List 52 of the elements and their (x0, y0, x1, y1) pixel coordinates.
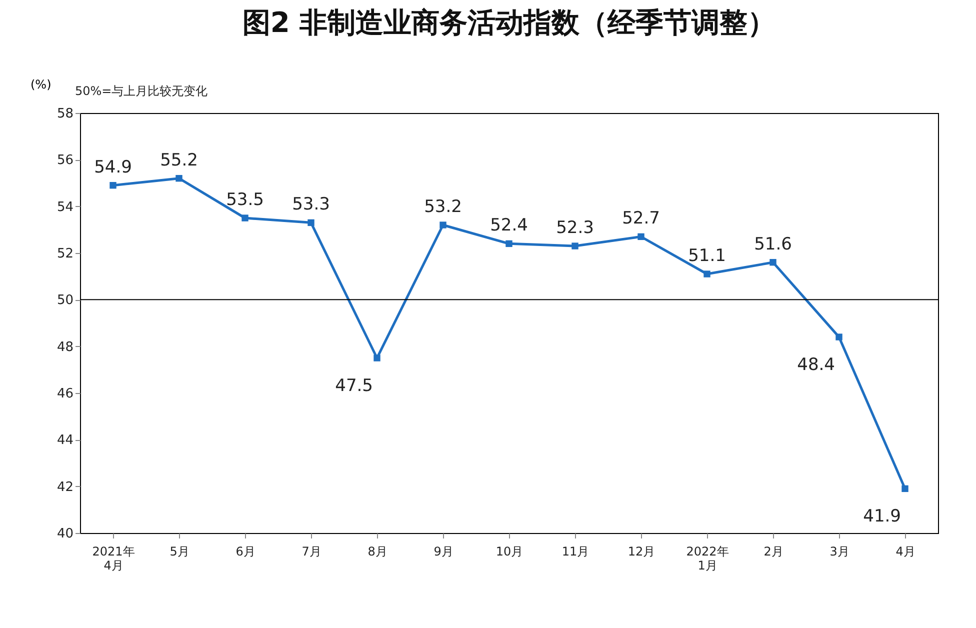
y-axis-title: (%) (30, 78, 52, 92)
text: 50%=与上月比较无变化 (75, 84, 208, 98)
y-tick-label: 58 (56, 106, 74, 122)
point (374, 354, 380, 362)
x-tick-label: 6月 (236, 544, 256, 558)
y-tick-label: 54 (56, 200, 74, 215)
data-label: 52.4 (490, 216, 528, 236)
data-label: 52.7 (622, 208, 660, 229)
x-tick-label: 10月 (496, 544, 524, 558)
x-tick-label: 4月 (896, 544, 916, 558)
point (506, 240, 512, 248)
y-tick-label: 52 (56, 246, 74, 262)
y-tick-label: 42 (56, 480, 74, 495)
data-label: 53.3 (292, 194, 330, 215)
point (704, 270, 710, 278)
data-label: 51.1 (688, 246, 726, 266)
point (440, 222, 446, 228)
data-label: 53.2 (424, 197, 462, 217)
data-label: 51.6 (754, 234, 792, 254)
point (308, 219, 314, 226)
x-tick-label: 3月 (830, 544, 850, 558)
data-label: 52.3 (556, 218, 594, 238)
x-tick-label: 9月 (434, 544, 454, 558)
x-tick-label: 2021年 4月 (92, 544, 135, 572)
y-tick-label: 50 (56, 293, 74, 308)
data-label: 48.4 (797, 355, 835, 375)
data-label: 41.9 (863, 506, 901, 527)
x-tick-label: 7月 (302, 544, 322, 558)
y-tick-label: 46 (56, 386, 74, 402)
point (902, 485, 908, 492)
point (176, 174, 182, 182)
x-tick-label: 5月 (170, 544, 190, 558)
x-tick-label: 8月 (368, 544, 388, 558)
data-label: 53.5 (226, 190, 264, 210)
y-tick-label: 56 (56, 153, 74, 168)
y-tick-label: 44 (56, 433, 74, 448)
point (770, 258, 776, 266)
y-tick-label: 40 (56, 526, 74, 542)
x-tick-label: 11月 (562, 544, 590, 558)
x-tick-label: 2月 (764, 544, 784, 558)
point (110, 182, 116, 189)
chart-title: 图2 非制造业商务活动指数（经季节调整） (242, 6, 776, 39)
data-label: 47.5 (335, 376, 373, 396)
point (638, 233, 644, 240)
data-label: 55.2 (160, 150, 198, 170)
point (836, 334, 842, 340)
y-tick-label: 48 (56, 340, 74, 355)
x-tick-label: 12月 (628, 544, 656, 558)
point (572, 242, 578, 250)
point (242, 214, 248, 222)
data-label: 54.9 (94, 157, 132, 178)
x-tick-label: 2022年 1月 (686, 544, 729, 572)
